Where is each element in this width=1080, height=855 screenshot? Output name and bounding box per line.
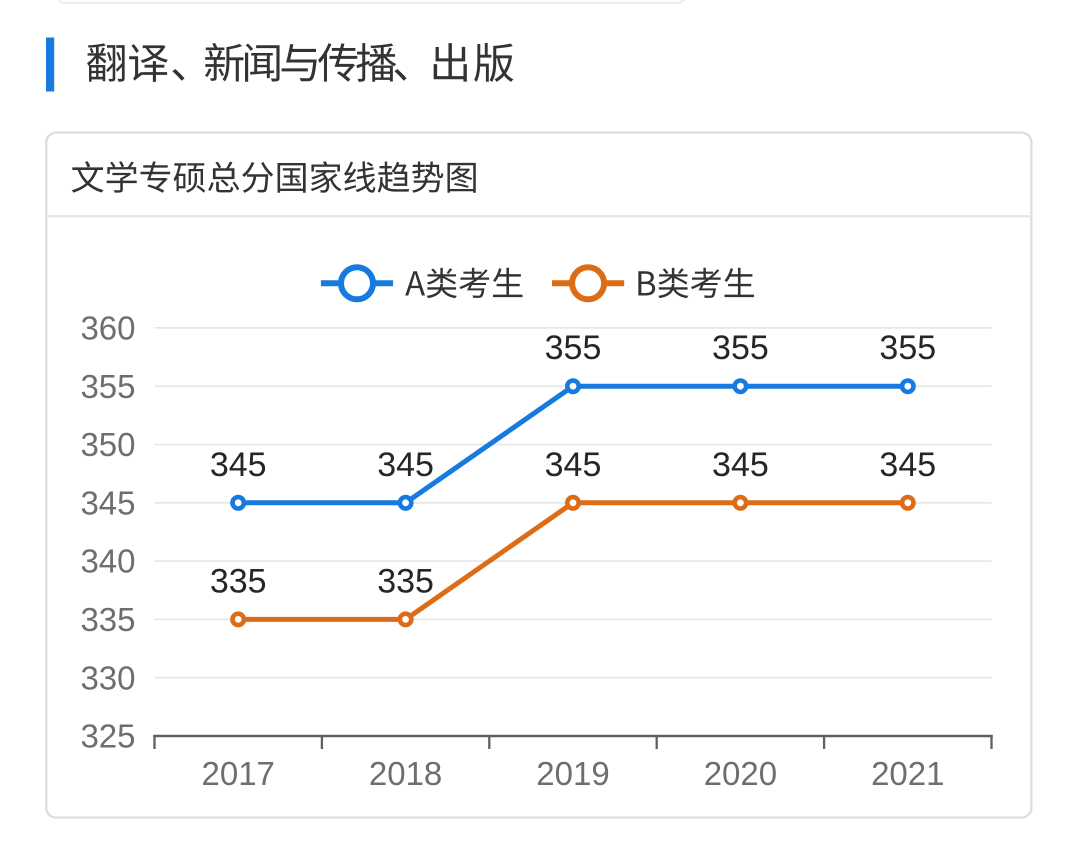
svg-text:340: 340	[80, 543, 135, 580]
svg-text:355: 355	[545, 329, 602, 367]
svg-text:345: 345	[545, 446, 602, 484]
svg-text:355: 355	[80, 368, 135, 405]
svg-text:355: 355	[879, 329, 936, 367]
svg-text:345: 345	[210, 446, 267, 484]
svg-text:335: 335	[210, 562, 267, 600]
svg-text:2020: 2020	[704, 755, 777, 792]
svg-text:335: 335	[377, 562, 434, 600]
svg-text:325: 325	[80, 718, 135, 755]
svg-text:2021: 2021	[871, 755, 944, 792]
svg-text:335: 335	[80, 601, 135, 638]
svg-text:345: 345	[80, 484, 135, 521]
svg-text:350: 350	[80, 426, 135, 463]
svg-text:2019: 2019	[536, 755, 609, 792]
svg-text:345: 345	[377, 446, 434, 484]
svg-text:360: 360	[80, 310, 135, 347]
svg-text:355: 355	[712, 329, 769, 367]
svg-text:2017: 2017	[201, 755, 274, 792]
svg-text:345: 345	[879, 446, 936, 484]
svg-text:2018: 2018	[369, 755, 442, 792]
svg-text:345: 345	[712, 446, 769, 484]
svg-text:330: 330	[80, 659, 135, 696]
